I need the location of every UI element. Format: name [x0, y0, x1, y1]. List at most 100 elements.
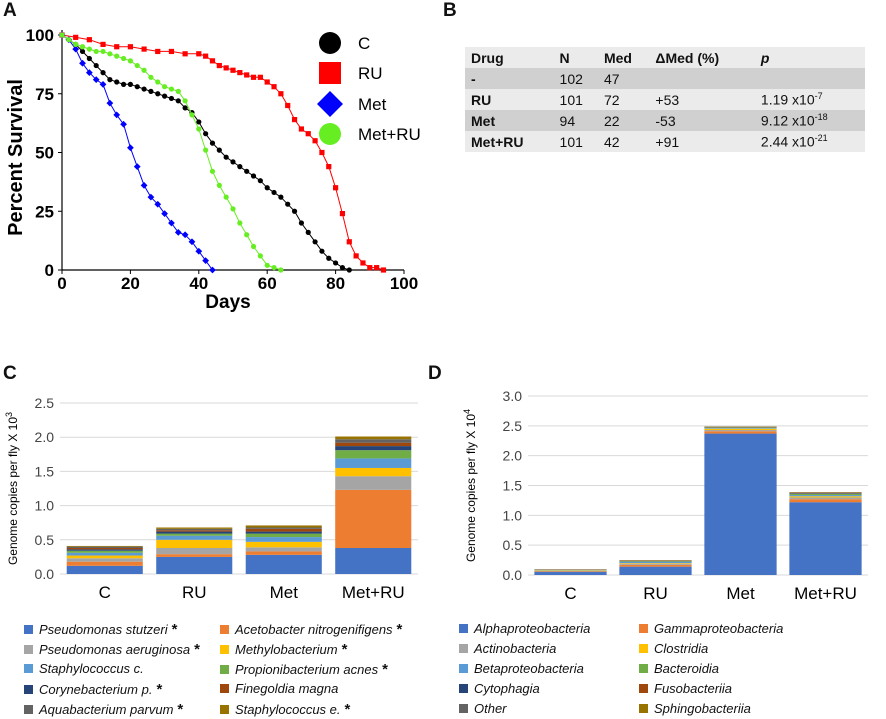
data-point: [230, 67, 236, 73]
data-point: [291, 208, 298, 214]
bar-segment: [619, 563, 692, 565]
legend-swatch: [459, 684, 468, 693]
data-point: [244, 168, 250, 174]
data-point: [120, 120, 127, 128]
data-point: [72, 45, 80, 53]
data-point: [120, 81, 127, 87]
cell-drug: RU: [471, 91, 492, 108]
legend-label: Sphingobacteriia: [654, 701, 751, 716]
legend-swatch: [24, 705, 33, 714]
y-tick-label: 1.0: [35, 498, 55, 514]
legend-label: Corynebacterium p.: [39, 682, 153, 697]
bar-segment: [335, 489, 412, 549]
data-point: [250, 173, 257, 179]
legend-item: Staphylococcus e. *: [220, 701, 350, 718]
data-point: [312, 239, 318, 245]
legend-label: Aquabacterium parvum: [39, 702, 174, 717]
y-axis-title: Genome copies per fly X 103: [4, 412, 20, 565]
data-point: [99, 80, 107, 88]
data-point: [86, 55, 92, 62]
bar-segment: [619, 566, 692, 575]
x-tick-label: C: [99, 583, 111, 602]
bar-stack-met-ru: [335, 436, 412, 574]
significance-star: *: [382, 661, 388, 678]
data-point: [127, 144, 134, 152]
y-tick-label: 2.5: [503, 418, 523, 434]
y-tick-label: 1.5: [503, 478, 523, 494]
legend-swatch: [24, 685, 33, 694]
data-point: [93, 48, 99, 55]
series-met: [58, 31, 216, 274]
legend-swatch: [459, 704, 468, 713]
data-point: [127, 44, 133, 50]
legend-label: Acetobacter nitrogenifigens: [235, 622, 393, 637]
bar-segment: [156, 530, 233, 532]
bar-segment: [335, 450, 412, 459]
bar-segment: [335, 458, 412, 468]
data-point: [374, 265, 380, 271]
bar-segment: [66, 561, 143, 566]
legend-item: Staphylococcus c.: [24, 661, 144, 676]
legend-item: Methylobacterium *: [220, 641, 347, 658]
data-point: [250, 74, 257, 80]
data-point: [271, 265, 277, 271]
data-point: [257, 74, 263, 80]
legend-label: RU: [358, 64, 383, 83]
bar-segment: [619, 561, 692, 564]
legend-item: Cytophagia: [459, 681, 540, 696]
legend-item: Actinobacteria: [459, 641, 556, 656]
bar-segment: [245, 527, 322, 529]
x-tick-label: 40: [189, 274, 208, 293]
y-tick-label: 2.0: [503, 448, 523, 464]
series-ru: [59, 32, 387, 273]
data-point: [147, 193, 155, 201]
bar-segment: [156, 528, 233, 531]
data-point: [237, 70, 243, 76]
legend-item: Clostridia: [639, 641, 708, 656]
data-point: [133, 163, 141, 170]
data-point: [312, 138, 318, 144]
bar-segment: [335, 476, 412, 490]
data-point: [271, 84, 277, 90]
legend-item: Other: [459, 701, 507, 716]
cell-p: 1.19 x10-7: [760, 91, 823, 108]
legend-label: Fusobacteriia: [654, 681, 733, 696]
bar-segment: [156, 556, 233, 574]
data-point: [79, 44, 86, 50]
panel-label-b: B: [443, 0, 457, 21]
legend-swatch: [220, 645, 229, 654]
significance-star: *: [344, 701, 351, 718]
y-axis-title: Percent Survival: [5, 79, 27, 236]
legend-swatch: [459, 644, 468, 653]
table-row: Met+RU 101 42 +91 2.44 x10-21: [465, 131, 865, 152]
data-point: [100, 41, 106, 47]
legend-item: Sphingobacteriia: [639, 701, 751, 716]
table-row: - 102 47: [465, 68, 865, 89]
data-point: [202, 257, 210, 264]
bar-segment: [66, 565, 143, 574]
bar-segment: [619, 563, 692, 564]
bar-segment: [245, 531, 322, 534]
data-point: [155, 79, 161, 85]
data-point: [326, 164, 332, 170]
data-point: [346, 267, 352, 273]
legend-label: Actinobacteria: [474, 641, 557, 656]
data-point: [182, 51, 188, 57]
data-point: [264, 185, 270, 191]
data-point: [380, 267, 387, 273]
data-point: [278, 267, 284, 273]
data-point: [203, 131, 209, 137]
legend-label: Met: [358, 95, 387, 114]
y-tick-label: 0.5: [503, 537, 523, 553]
bar-stack-ru: [156, 527, 233, 574]
data-point: [195, 247, 203, 255]
y-tick-label: 1.5: [35, 463, 55, 479]
lifespan-table: Drug N Med ΔMed (%) p - 102 47 RU 101 72…: [465, 47, 865, 152]
y-tick-label: 0.5: [35, 532, 55, 548]
bar-segment: [245, 554, 322, 574]
data-point: [216, 147, 222, 153]
data-point: [250, 243, 257, 250]
col-med: Med: [603, 49, 632, 66]
bar-segment: [66, 555, 143, 559]
